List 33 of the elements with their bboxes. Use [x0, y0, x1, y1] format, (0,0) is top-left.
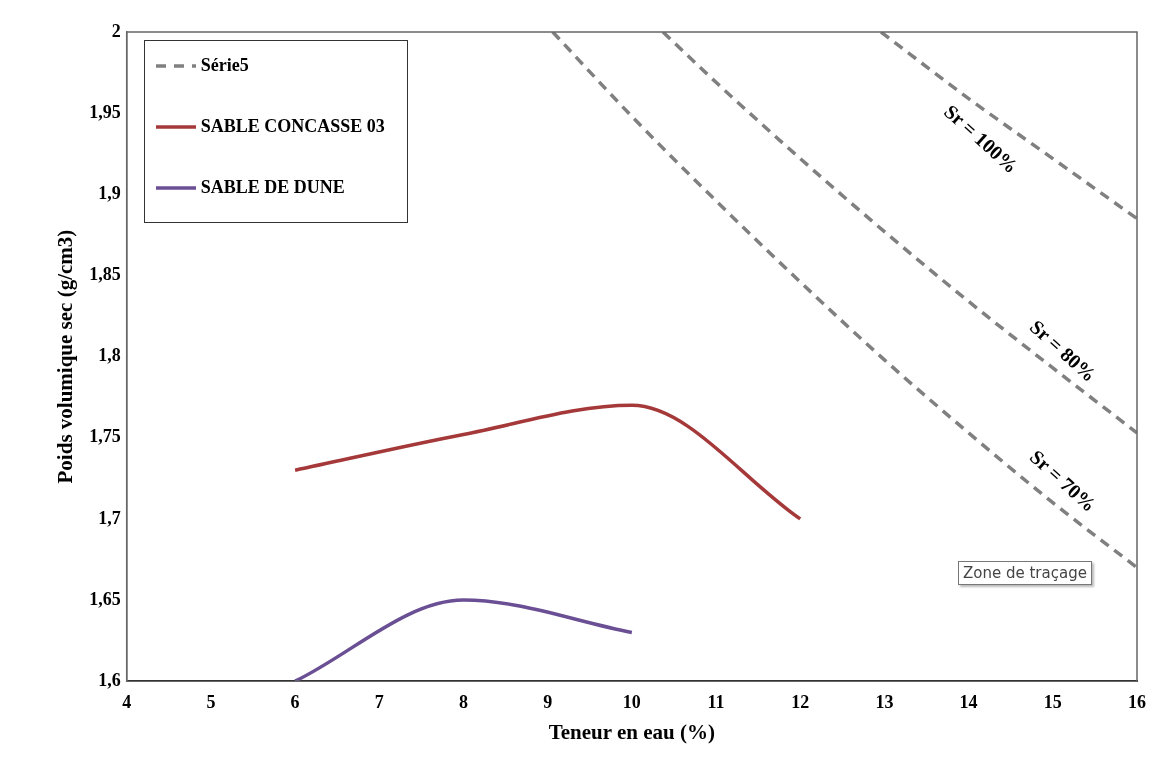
x-tick-label: 5 — [206, 691, 216, 712]
y-axis-title: Poids volumique sec (g/cm3) — [53, 229, 78, 484]
y-tick-label: 1,65 — [89, 588, 121, 609]
x-tick-label: 8 — [458, 691, 468, 712]
x-tick-label: 12 — [791, 691, 810, 712]
legend-label: SABLE DE DUNE — [200, 177, 345, 198]
x-axis-title: Teneur en eau (%) — [548, 719, 715, 744]
x-tick-label: 10 — [622, 691, 641, 712]
x-tick-label: 7 — [374, 691, 384, 712]
annotation: Zone de traçage — [958, 561, 1092, 585]
x-tick-label: 6 — [290, 691, 300, 712]
legend-label: SABLE CONCASSE 03 — [200, 116, 385, 137]
x-tick-label: 4 — [122, 691, 132, 712]
legend-label: Série5 — [200, 55, 249, 76]
y-tick-label: 1,7 — [98, 507, 121, 528]
line-series — [293, 403, 802, 521]
y-tick-label: 1,75 — [89, 426, 121, 447]
x-tick-label: 16 — [1128, 691, 1146, 712]
annotation: Sr = 70% — [1025, 445, 1101, 516]
y-tick-label: 1,95 — [89, 101, 121, 122]
line-series — [661, 32, 1137, 435]
x-tick-label: 14 — [959, 691, 978, 712]
annotation: Sr = 80% — [1025, 315, 1101, 386]
x-tick-label: 9 — [543, 691, 553, 712]
y-tick-label: 2 — [111, 20, 121, 41]
y-tick-label: 1,85 — [89, 264, 121, 285]
x-tick-label: 11 — [707, 691, 725, 712]
y-tick-label: 1,6 — [98, 669, 121, 690]
y-tick-label: 1,8 — [98, 345, 121, 366]
line-series — [879, 32, 1137, 221]
x-tick-label: 13 — [875, 691, 894, 712]
y-tick-label: 1,9 — [98, 182, 121, 203]
x-tick-label: 15 — [1043, 691, 1062, 712]
